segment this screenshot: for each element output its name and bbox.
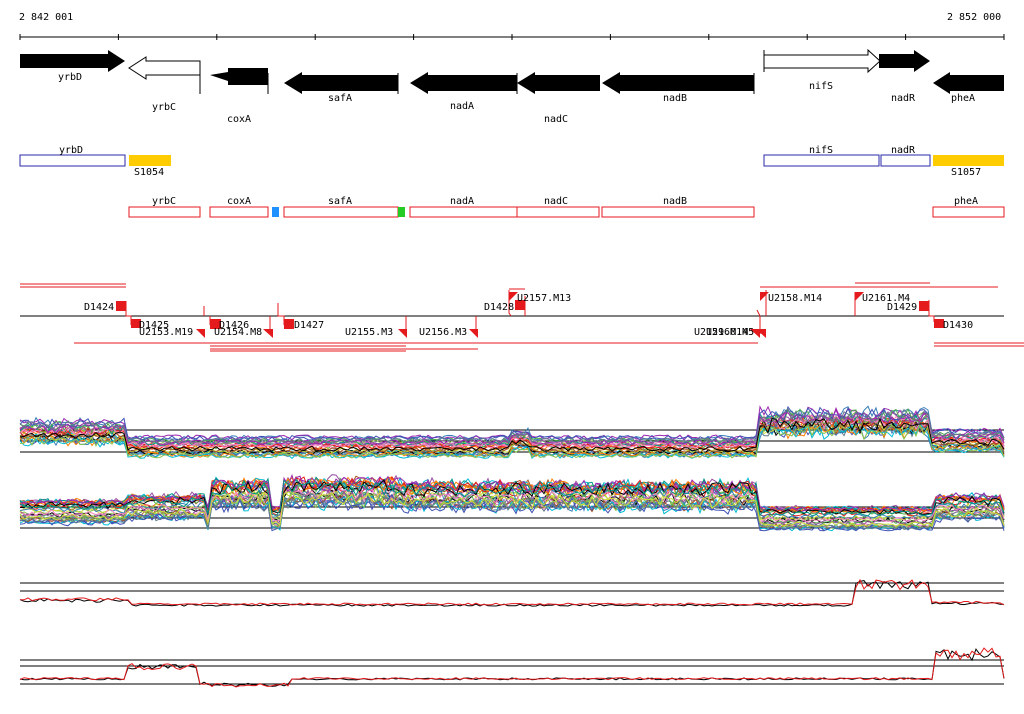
gene-yrbD[interactable]: yrbD bbox=[20, 50, 125, 83]
feature-label[interactable]: U2157.M13 bbox=[517, 293, 571, 304]
expression-trace bbox=[19, 491, 1005, 528]
feature-label[interactable]: D1425 bbox=[139, 320, 169, 331]
feature-label[interactable]: U2153.M19 bbox=[139, 327, 193, 338]
expression-trace bbox=[19, 423, 1005, 459]
red-box-nadC[interactable]: nadC bbox=[516, 196, 600, 218]
expression-trace bbox=[19, 648, 1005, 688]
gene-pheA[interactable]: pheA bbox=[933, 72, 1004, 104]
red-box-coxA[interactable]: coxA bbox=[209, 196, 269, 218]
gene-label: nadR bbox=[891, 93, 916, 104]
gene-label: safA bbox=[328, 93, 352, 104]
feature-label[interactable]: U2158.M14 bbox=[768, 293, 822, 304]
box-S1057[interactable]: S1057 bbox=[933, 155, 1004, 178]
box-yrbD[interactable]: yrbD bbox=[19, 145, 126, 167]
expression-track-2 bbox=[19, 473, 1005, 532]
gene-track: yrbD yrbC coxA safA nadA nadC bbox=[20, 48, 1004, 125]
expression-trace bbox=[19, 405, 1005, 442]
gene-label: nadA bbox=[450, 101, 474, 112]
expression-trace bbox=[19, 423, 1005, 460]
box-nifS[interactable]: nifS bbox=[763, 145, 880, 167]
box-label: yrbC bbox=[152, 196, 176, 207]
expression-trace bbox=[19, 423, 1005, 458]
box-label: pheA bbox=[954, 196, 978, 207]
box-label: yrbD bbox=[59, 145, 83, 156]
box-label: nadR bbox=[891, 145, 916, 156]
box-label: S1054 bbox=[134, 167, 164, 178]
gene-safA[interactable]: safA bbox=[284, 72, 399, 104]
feature-label[interactable]: U2154.M8 bbox=[214, 327, 262, 338]
expression-trace bbox=[19, 417, 1005, 452]
gene-label: pheA bbox=[951, 93, 975, 104]
feature-label[interactable]: D1424 bbox=[84, 302, 114, 313]
gene-label: yrbC bbox=[152, 102, 176, 113]
expression-trace bbox=[19, 479, 1005, 517]
feature-label[interactable]: D1430 bbox=[943, 320, 973, 331]
end-coordinate: 2 852 000 bbox=[947, 12, 1002, 23]
gene-label: nifS bbox=[809, 81, 833, 92]
annotation-track-1: yrbD S1054 nifS nadR S1057 bbox=[19, 145, 1004, 178]
feature-label[interactable]: U2161.M4 bbox=[862, 293, 910, 304]
expression-trace bbox=[19, 482, 1005, 520]
red-box-nadB[interactable]: nadB bbox=[601, 196, 755, 218]
box-label: coxA bbox=[227, 196, 251, 207]
expression-track-4 bbox=[19, 647, 1005, 688]
red-box-yrbC[interactable]: yrbC bbox=[128, 196, 201, 218]
feature-label[interactable]: U2160.M5 bbox=[706, 327, 754, 338]
red-box-safA[interactable]: safA bbox=[283, 196, 399, 218]
feature-label[interactable]: D1427 bbox=[294, 320, 324, 331]
box-label: nadA bbox=[450, 196, 474, 207]
feature-label[interactable]: U2156.M3 bbox=[419, 327, 467, 338]
feature-label[interactable]: D1428 bbox=[484, 302, 514, 313]
gene-label: nadB bbox=[663, 93, 687, 104]
expression-trace bbox=[19, 493, 1005, 532]
expression-track-3 bbox=[19, 578, 1005, 607]
red-box-nadA[interactable]: nadA bbox=[409, 196, 518, 218]
gene-nadR[interactable]: nadR bbox=[879, 50, 930, 104]
expression-trace bbox=[19, 475, 1005, 512]
box-label: nifS bbox=[809, 145, 833, 156]
feature-label[interactable]: U2159.M14 bbox=[694, 327, 748, 338]
gene-nadC[interactable]: nadC bbox=[516, 72, 600, 125]
box-nadR[interactable]: nadR bbox=[880, 145, 931, 167]
gene-nadA[interactable]: nadA bbox=[410, 72, 517, 112]
green-marker bbox=[398, 207, 405, 217]
gene-yrbC[interactable]: yrbC bbox=[128, 56, 201, 113]
box-label: nadB bbox=[663, 196, 687, 207]
annotation-track-2: yrbC coxA safA nadA nadC nadB pheA bbox=[128, 196, 1005, 218]
expression-trace bbox=[19, 492, 1005, 530]
feature-label[interactable]: D1429 bbox=[887, 302, 917, 313]
feature-track: D1424 D1425 U2153.M19 D1426 U2154.M8 D14… bbox=[20, 282, 1024, 352]
ruler bbox=[19, 34, 1005, 40]
expression-track-1 bbox=[19, 405, 1005, 460]
gene-label: coxA bbox=[227, 114, 251, 125]
cyan-marker bbox=[272, 207, 279, 217]
box-label: nadC bbox=[544, 196, 568, 207]
expression-trace bbox=[20, 578, 1005, 606]
gene-label: yrbD bbox=[58, 72, 82, 83]
gene-label: nadC bbox=[544, 114, 568, 125]
box-label: S1057 bbox=[951, 167, 981, 178]
gene-nadB[interactable]: nadB bbox=[602, 72, 755, 104]
box-label: safA bbox=[328, 196, 352, 207]
red-box-pheA[interactable]: pheA bbox=[932, 196, 1005, 218]
expression-trace bbox=[19, 580, 1005, 607]
feature-label[interactable]: D1426 bbox=[219, 320, 249, 331]
gene-coxA[interactable]: coxA bbox=[210, 68, 269, 125]
feature-label[interactable]: U2155.M3 bbox=[345, 327, 393, 338]
box-S1054[interactable]: S1054 bbox=[129, 155, 171, 178]
start-coordinate: 2 842 001 bbox=[19, 12, 74, 23]
expression-trace bbox=[19, 408, 1005, 446]
gene-nifS[interactable]: nifS bbox=[763, 48, 881, 92]
expression-trace bbox=[19, 647, 1005, 688]
